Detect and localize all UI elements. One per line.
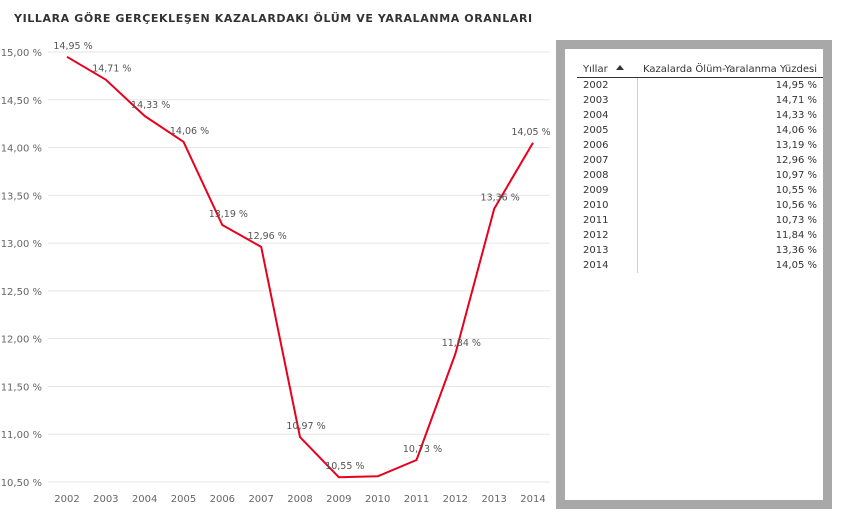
table-cell-value: 13,36 %: [775, 245, 817, 256]
table-row: 2012 11,84 %: [577, 228, 823, 243]
table-cell-year: 2013: [577, 243, 638, 258]
y-tick-label: 15,00 %: [1, 48, 42, 59]
data-label: 14,71 %: [92, 64, 131, 75]
table-cell-year: 2009: [577, 183, 638, 198]
table-cell-value: 13,19 %: [775, 140, 817, 151]
x-axis-ticks: 2002 2003 2004 2005 2006 2007 2008 2009 2010 2011…: [54, 494, 545, 505]
table-cell-year: 2008: [577, 168, 638, 183]
x-tick-label: 2003: [93, 494, 118, 505]
table-cell-value: 10,55 %: [775, 185, 817, 196]
y-tick-label: 11,00 %: [1, 430, 42, 441]
data-label: 14,06 %: [170, 126, 209, 137]
table-cell-year: 2003: [577, 93, 638, 108]
series-group: [66, 55, 534, 479]
table-cell-year: 2007: [577, 153, 638, 168]
table-cell-value: 14,33 %: [775, 110, 817, 121]
column-header-label: Yıllar: [583, 64, 608, 75]
data-label: 13,36 %: [481, 193, 520, 204]
x-tick-label: 2006: [210, 494, 235, 505]
table-row: 2008 10,97 %: [577, 168, 823, 183]
table-cell-year: 2005: [577, 123, 638, 138]
data-label: 13,19 %: [209, 209, 248, 220]
y-tick-label: 14,50 %: [1, 96, 42, 107]
table-cell-value: 14,95 %: [775, 80, 817, 91]
x-tick-label: 2011: [404, 494, 429, 505]
table-cell-year: 2004: [577, 108, 638, 123]
table-row: 2013 13,36 %: [577, 243, 823, 258]
data-label: 14,05 %: [511, 127, 550, 138]
data-label: 14,33 %: [131, 100, 170, 111]
table-row: 2010 10,56 %: [577, 198, 823, 213]
table-cell-value: 14,05 %: [775, 260, 817, 271]
data-label: 12,96 %: [248, 231, 287, 242]
x-tick-label: 2014: [520, 494, 545, 505]
column-header-percentage[interactable]: Kazalarda Ölüm-Yaralanma Yüzdesi: [637, 61, 823, 78]
table-cell-year: 2010: [577, 198, 638, 213]
table-row: 2007 12,96 %: [577, 153, 823, 168]
table-cell-year: 2006: [577, 138, 638, 153]
table-cell-year: 2011: [577, 213, 638, 228]
x-tick-label: 2012: [443, 494, 468, 505]
table-cell-value: 14,71 %: [775, 95, 817, 106]
table-body: 2002 14,95 % 2003 14,71 % 2004 14,33 % 2005 14,…: [577, 77, 823, 273]
table-cell-year: 2012: [577, 228, 638, 243]
x-tick-label: 2007: [248, 494, 273, 505]
table-cell-value: 10,56 %: [775, 200, 817, 211]
table-cell-value: 11,84 %: [775, 230, 817, 241]
gridlines: [48, 51, 550, 483]
y-tick-label: 13,00 %: [1, 239, 42, 250]
series-line: [66, 55, 534, 479]
x-tick-label: 2002: [54, 494, 79, 505]
table-cell-value: 14,06 %: [775, 125, 817, 136]
y-tick-label: 12,00 %: [1, 335, 42, 346]
table-row: 2006 13,19 %: [577, 138, 823, 153]
table-panel: Yıllar Kazalarda Ölüm-Yaralanma Yüzdesi …: [565, 49, 823, 500]
x-tick-label: 2004: [132, 494, 157, 505]
table-cell-value: 10,97 %: [775, 170, 817, 181]
table-row: 2005 14,06 %: [577, 123, 823, 138]
y-tick-label: 14,00 %: [1, 144, 42, 155]
data-labels: 14,95 % 14,71 % 14,33 % 14,06 % 13,19 %12,96…: [53, 41, 550, 472]
table-cell-year: 2014: [577, 258, 638, 273]
table-row: 2009 10,55 %: [577, 183, 823, 198]
y-tick-label: 10,50 %: [1, 478, 42, 489]
column-header-label: Kazalarda Ölüm-Yaralanma Yüzdesi: [643, 64, 817, 75]
table-row: 2011 10,73 %: [577, 213, 823, 228]
page-title: YILLARA GÖRE GERÇEKLEŞEN KAZALARDAKI ÖLÜ…: [14, 12, 533, 25]
y-tick-label: 12,50 %: [1, 287, 42, 298]
table-cell-value: 12,96 %: [775, 155, 817, 166]
y-tick-label: 11,50 %: [1, 382, 42, 393]
sort-ascending-icon[interactable]: [615, 65, 624, 70]
x-tick-label: 2009: [326, 494, 351, 505]
column-header-years[interactable]: Yıllar: [577, 61, 638, 78]
data-label: 14,95 %: [53, 41, 92, 52]
x-tick-label: 2008: [287, 494, 312, 505]
data-label: 10,55 %: [325, 461, 364, 472]
table-row: 2002 14,95 %: [577, 77, 823, 93]
table-cell-year: 2002: [577, 77, 638, 93]
table-row: 2003 14,71 %: [577, 93, 823, 108]
line-chart: 10,50 % 11,00 % 11,50 % 12,00 % 12,50 % 13,00…: [1, 41, 551, 505]
data-label: 10,73 %: [403, 444, 442, 455]
x-tick-label: 2010: [365, 494, 390, 505]
data-label: 11,84 %: [442, 338, 481, 349]
table-cell-value: 10,73 %: [775, 215, 817, 226]
table-visual: Yıllar Kazalarda Ölüm-Yaralanma Yüzdesi …: [556, 40, 832, 509]
x-tick-label: 2013: [481, 494, 506, 505]
table-row: 2004 14,33 %: [577, 108, 823, 123]
x-tick-label: 2005: [171, 494, 196, 505]
y-axis-ticks: 10,50 % 11,00 % 11,50 % 12,00 % 12,50 % 13,00…: [1, 48, 42, 489]
data-table: Yıllar Kazalarda Ölüm-Yaralanma Yüzdesi …: [577, 61, 823, 273]
data-label: 10,97 %: [286, 421, 325, 432]
y-tick-label: 13,50 %: [1, 191, 42, 202]
table-row: 2014 14,05 %: [577, 258, 823, 273]
